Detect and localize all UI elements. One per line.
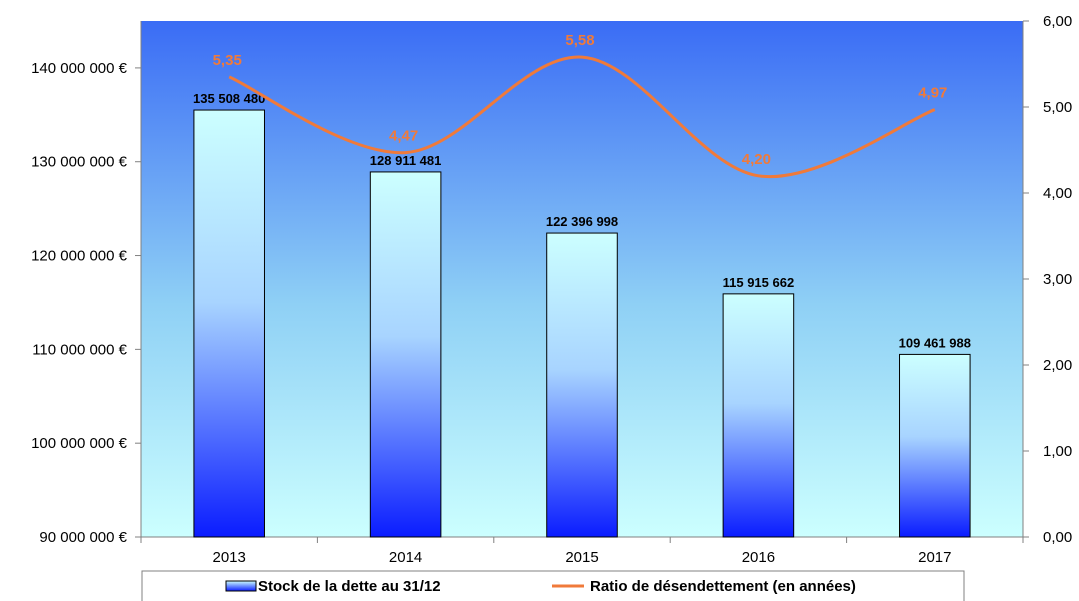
bar xyxy=(900,354,971,537)
left-tick-label: 130 000 000 € xyxy=(31,154,128,171)
x-tick-label: 2017 xyxy=(918,549,951,566)
legend-bar-swatch xyxy=(226,581,256,591)
right-tick-label: 4,00 xyxy=(1043,185,1072,202)
left-tick-label: 120 000 000 € xyxy=(31,248,128,265)
left-tick-label: 140 000 000 € xyxy=(31,60,128,77)
right-tick-label: 6,00 xyxy=(1043,13,1072,30)
bar-value-label: 109 461 988 xyxy=(899,335,971,350)
x-tick-label: 2015 xyxy=(565,549,598,566)
bar xyxy=(547,233,618,537)
ratio-value-label: 4,47 xyxy=(389,128,418,145)
right-tick-label: 3,00 xyxy=(1043,271,1072,288)
x-tick-label: 2014 xyxy=(389,549,422,566)
x-axis: 2013 2014 2015 2016 2017 xyxy=(141,537,1023,566)
left-tick-label: 90 000 000 € xyxy=(39,529,127,546)
ratio-value-label: 4,20 xyxy=(742,151,771,168)
bar xyxy=(723,294,794,537)
bar-value-label: 128 911 481 xyxy=(370,153,442,168)
ratio-value-label: 5,35 xyxy=(213,52,242,69)
left-tick-label: 100 000 000 € xyxy=(31,435,128,452)
bar xyxy=(370,172,441,537)
legend-bar-label: Stock de la dette au 31/12 xyxy=(258,578,441,595)
right-y-axis: 0,00 1,00 2,00 3,00 4,00 5,00 6,00 xyxy=(1023,13,1072,546)
right-tick-label: 1,00 xyxy=(1043,443,1072,460)
ratio-value-label: 4,97 xyxy=(918,85,947,102)
right-tick-label: 2,00 xyxy=(1043,357,1072,374)
legend: Stock de la dette au 31/12 Ratio de dése… xyxy=(142,571,964,601)
bar xyxy=(194,110,265,537)
x-tick-label: 2013 xyxy=(213,549,246,566)
bar-value-label: 115 915 662 xyxy=(723,275,795,290)
right-tick-label: 5,00 xyxy=(1043,99,1072,116)
left-y-axis: 90 000 000 € 100 000 000 € 110 000 000 € 12… xyxy=(31,21,141,546)
right-tick-label: 0,00 xyxy=(1043,529,1072,546)
ratio-value-label: 5,58 xyxy=(565,32,594,49)
left-tick-label: 110 000 000 € xyxy=(32,341,127,358)
legend-line-label: Ratio de désendettement (en années) xyxy=(590,578,856,595)
bar-value-label: 122 396 998 xyxy=(546,214,618,229)
bar-value-label: 135 508 480 xyxy=(193,91,265,106)
x-tick-label: 2016 xyxy=(742,549,775,566)
